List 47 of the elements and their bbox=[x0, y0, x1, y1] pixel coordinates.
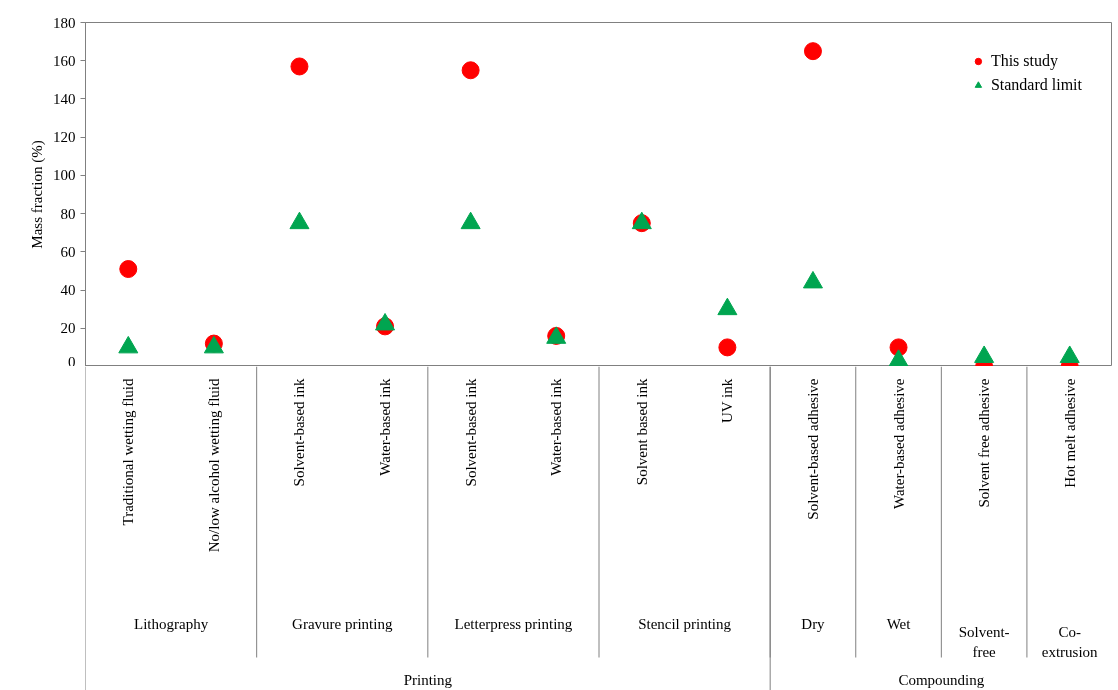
text: Gravure printing bbox=[292, 615, 393, 632]
legend-label: Standard limit bbox=[990, 76, 1082, 94]
x-tick-label: Hot melt adhesive bbox=[1061, 378, 1078, 488]
text: Lithography bbox=[134, 615, 209, 632]
point bbox=[802, 270, 823, 289]
point bbox=[974, 345, 995, 363]
x-tick-label: No/low alcohol wetting fluid bbox=[205, 378, 222, 553]
x-tick-label: Solvent-based ink bbox=[291, 378, 308, 487]
y-tick-label: 80 bbox=[60, 205, 76, 222]
y-tick-label: 120 bbox=[53, 129, 76, 146]
y-tick-label: 100 bbox=[53, 167, 76, 184]
y-tick-label: 0 bbox=[68, 353, 76, 370]
y-tick-label: 20 bbox=[60, 320, 76, 337]
x-tick-label: Solvent free adhesive bbox=[976, 378, 993, 508]
point bbox=[1059, 345, 1080, 363]
legend-label: This study bbox=[990, 52, 1059, 70]
text: Co-extrusion bbox=[1041, 623, 1099, 661]
text: Solvent-free bbox=[958, 623, 1010, 661]
y-tick-label: 160 bbox=[53, 52, 76, 69]
text: Wet bbox=[886, 615, 912, 632]
x-tick-label: Solvent-based ink bbox=[462, 378, 479, 487]
y-tick-label: 60 bbox=[60, 243, 76, 260]
text: Compounding bbox=[898, 671, 985, 688]
point bbox=[118, 335, 139, 354]
y-tick-label: 180 bbox=[53, 14, 76, 31]
x-tick-label: Water-based ink bbox=[377, 378, 394, 476]
y-tick-label: 140 bbox=[53, 90, 76, 107]
text: Stencil printing bbox=[638, 615, 732, 632]
x-tick-label: Water-based adhesive bbox=[890, 378, 907, 510]
point bbox=[803, 42, 822, 61]
y-tick-label: 40 bbox=[60, 282, 76, 299]
x-tick-label: Solvent-based adhesive bbox=[804, 378, 821, 520]
text: Letterpress printing bbox=[454, 615, 573, 632]
text: Printing bbox=[403, 671, 453, 688]
point bbox=[289, 211, 310, 230]
text: Dry bbox=[801, 615, 826, 632]
y-axis-title: Mass fraction (%) bbox=[29, 140, 46, 249]
point bbox=[717, 297, 738, 316]
x-tick-label: Water-based ink bbox=[548, 378, 565, 476]
x-tick-label: Solvent based ink bbox=[633, 378, 650, 486]
point bbox=[461, 61, 480, 80]
x-tick-label: Traditional wetting fluid bbox=[120, 378, 137, 526]
point bbox=[888, 349, 909, 366]
point bbox=[460, 211, 481, 230]
point bbox=[375, 312, 396, 331]
x-tick-label: UV ink bbox=[719, 378, 736, 424]
point bbox=[290, 57, 309, 76]
